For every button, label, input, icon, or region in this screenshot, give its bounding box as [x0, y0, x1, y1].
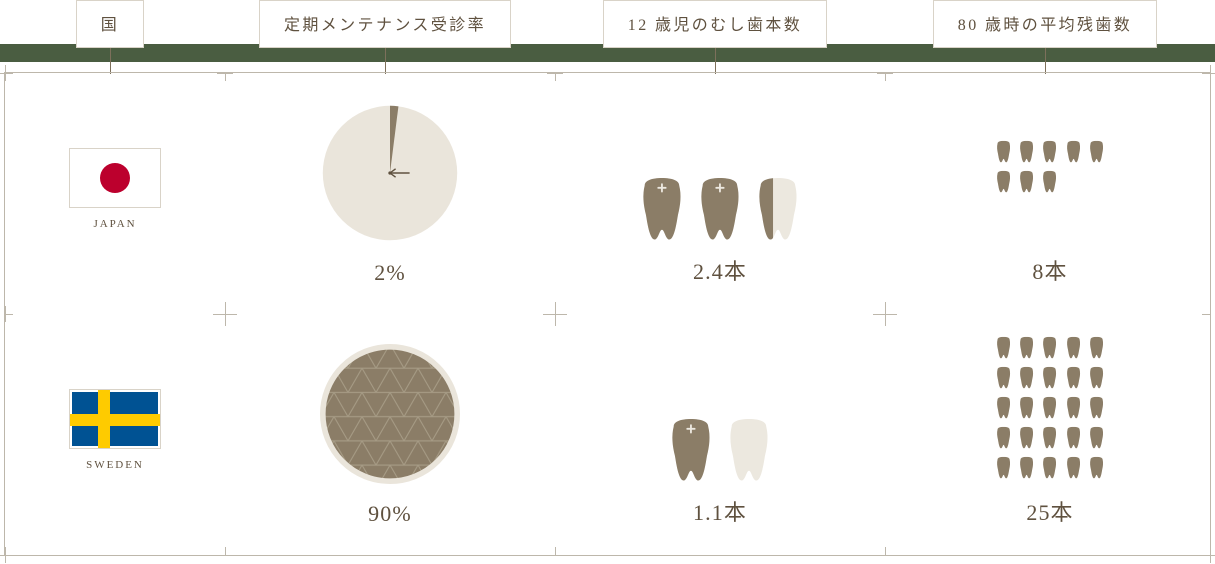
remaining-cell-sweden: 25本 [885, 314, 1215, 555]
cavities-value-sweden: 1.1本 [693, 495, 747, 527]
tooth-icon [1065, 336, 1082, 360]
remaining-teeth-japan [995, 92, 1105, 242]
flag-sweden-icon [69, 389, 161, 449]
header-cavities12: 12 歳児のむし歯本数 [603, 0, 827, 48]
pie-japan-icon [320, 103, 460, 243]
cavities-teeth-sweden [666, 333, 774, 483]
tooth-icon [1018, 366, 1035, 390]
tooth-icon [1065, 140, 1082, 164]
tooth-icon [1018, 170, 1035, 194]
country-cell-sweden: Sweden [5, 314, 225, 555]
tooth-icon [1018, 140, 1035, 164]
maintenance-cell-japan: 2% [225, 73, 555, 314]
cavities-cell-japan: 2.4本 [555, 73, 885, 314]
maintenance-value-sweden: 90% [368, 501, 412, 527]
tooth-icon [995, 170, 1012, 194]
tooth-icon [995, 366, 1012, 390]
tooth-icon [1088, 456, 1105, 480]
tooth-icon [724, 419, 774, 483]
tooth-icon [995, 426, 1012, 450]
flag-japan-icon [69, 148, 161, 208]
tooth-icon [1041, 426, 1058, 450]
pie-sweden-icon [320, 344, 460, 484]
tooth-icon [1088, 396, 1105, 420]
tooth-icon [1018, 456, 1035, 480]
tooth-icon [1065, 456, 1082, 480]
header-maintenance: 定期メンテナンス受診率 [259, 0, 511, 48]
tooth-icon [666, 419, 716, 483]
remaining-cell-japan: 8本 [885, 73, 1215, 314]
country-cell-japan: Japan [5, 73, 225, 314]
tooth-icon [637, 178, 687, 242]
tooth-icon [995, 456, 1012, 480]
cavities-cell-sweden: 1.1本 [555, 314, 885, 555]
comparison-table: Japan 2% 2.4本 8本 Sweden 90% 1.1本 [4, 72, 1211, 556]
country-name-sweden: Sweden [86, 459, 144, 471]
tooth-icon [1041, 140, 1058, 164]
remaining-value-sweden: 25本 [1026, 495, 1073, 527]
tooth-icon [1065, 396, 1082, 420]
tooth-icon [1088, 426, 1105, 450]
remaining-teeth-sweden [995, 333, 1105, 483]
tooth-icon [695, 178, 745, 242]
header-strip: 国 定期メンテナンス受診率 12 歳児のむし歯本数 80 歳時の平均残歯数 [0, 0, 1215, 72]
tooth-icon [1041, 170, 1058, 194]
tooth-icon [1018, 336, 1035, 360]
tooth-icon [995, 140, 1012, 164]
tooth-icon [1041, 396, 1058, 420]
header-remaining80: 80 歳時の平均残歯数 [933, 0, 1157, 48]
tooth-icon [1018, 396, 1035, 420]
tooth-icon [753, 178, 803, 242]
maintenance-value-japan: 2% [374, 260, 406, 286]
tooth-icon [1041, 456, 1058, 480]
tooth-icon [1088, 366, 1105, 390]
tooth-icon [995, 336, 1012, 360]
tooth-icon [1065, 426, 1082, 450]
tooth-icon [1041, 366, 1058, 390]
tooth-icon [1088, 336, 1105, 360]
tooth-icon [1018, 426, 1035, 450]
header-country: 国 [76, 0, 144, 48]
tooth-icon [1088, 140, 1105, 164]
cavities-value-japan: 2.4本 [693, 254, 747, 286]
country-name-japan: Japan [93, 218, 136, 230]
tooth-icon [995, 396, 1012, 420]
tooth-icon [1065, 366, 1082, 390]
tooth-icon [1041, 336, 1058, 360]
remaining-value-japan: 8本 [1032, 254, 1067, 286]
maintenance-cell-sweden: 90% [225, 314, 555, 555]
cavities-teeth-japan [637, 92, 803, 242]
